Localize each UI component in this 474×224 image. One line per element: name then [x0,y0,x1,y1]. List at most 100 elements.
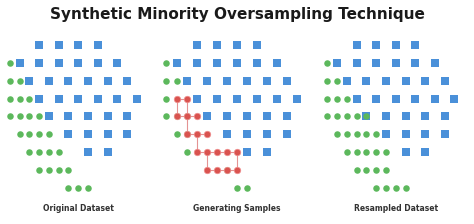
Point [36,115,43,118]
Point [392,97,400,100]
Point [382,133,390,136]
Point [363,168,370,172]
Point [441,115,448,118]
Point [183,115,191,118]
Point [55,168,63,172]
Point [64,133,72,136]
Text: Original Dataset: Original Dataset [43,204,114,213]
Point [353,43,361,47]
Point [16,79,23,82]
Point [45,133,53,136]
Point [36,133,43,136]
Point [203,168,210,172]
Point [173,115,180,118]
Point [203,133,210,136]
Point [203,115,210,118]
Point [253,43,261,47]
Point [64,168,72,172]
Point [193,61,201,65]
Point [26,151,33,154]
Point [264,133,271,136]
Point [333,79,341,82]
Point [243,133,251,136]
Point [421,133,429,136]
Point [253,97,261,100]
Point [104,79,111,82]
Point [243,115,251,118]
Point [104,133,111,136]
Point [373,97,380,100]
Point [163,79,170,82]
Point [36,168,43,172]
Point [114,61,121,65]
Point [104,115,111,118]
Point [324,61,331,65]
Point [421,151,429,154]
Point [94,43,101,47]
Point [233,186,241,190]
Point [64,79,72,82]
Point [55,61,63,65]
Point [6,97,14,100]
Point [45,168,53,172]
Point [373,61,380,65]
Point [363,115,370,118]
Point [123,79,131,82]
Point [373,133,380,136]
Point [213,168,221,172]
Point [104,151,111,154]
Point [402,186,410,190]
Point [193,43,201,47]
Point [333,133,341,136]
Point [173,133,180,136]
Point [253,61,261,65]
Point [6,115,14,118]
Text: Generating Samples: Generating Samples [193,204,281,213]
Point [45,151,53,154]
Point [163,115,170,118]
Point [373,151,380,154]
Point [233,97,241,100]
Point [233,43,241,47]
Point [363,151,370,154]
Point [264,115,271,118]
Point [343,79,351,82]
Point [243,79,251,82]
Point [26,115,33,118]
Point [353,61,361,65]
Point [373,168,380,172]
Point [84,151,92,154]
Point [411,43,419,47]
Point [382,115,390,118]
Point [84,115,92,118]
Point [343,97,351,100]
Point [441,79,448,82]
Point [223,79,231,82]
Point [421,115,429,118]
Point [431,97,438,100]
Point [94,97,101,100]
Point [173,79,180,82]
Point [402,151,410,154]
Point [133,97,141,100]
Point [183,133,191,136]
Point [26,97,33,100]
Point [6,61,14,65]
Point [173,61,180,65]
Point [233,61,241,65]
Point [213,61,221,65]
Point [36,97,43,100]
Point [203,79,210,82]
Point [26,79,33,82]
Point [163,97,170,100]
Point [213,151,221,154]
Point [333,97,341,100]
Point [402,115,410,118]
Point [213,43,221,47]
Point [273,61,281,65]
Point [74,186,82,190]
Point [163,61,170,65]
Point [55,43,63,47]
Point [183,151,191,154]
Point [223,133,231,136]
